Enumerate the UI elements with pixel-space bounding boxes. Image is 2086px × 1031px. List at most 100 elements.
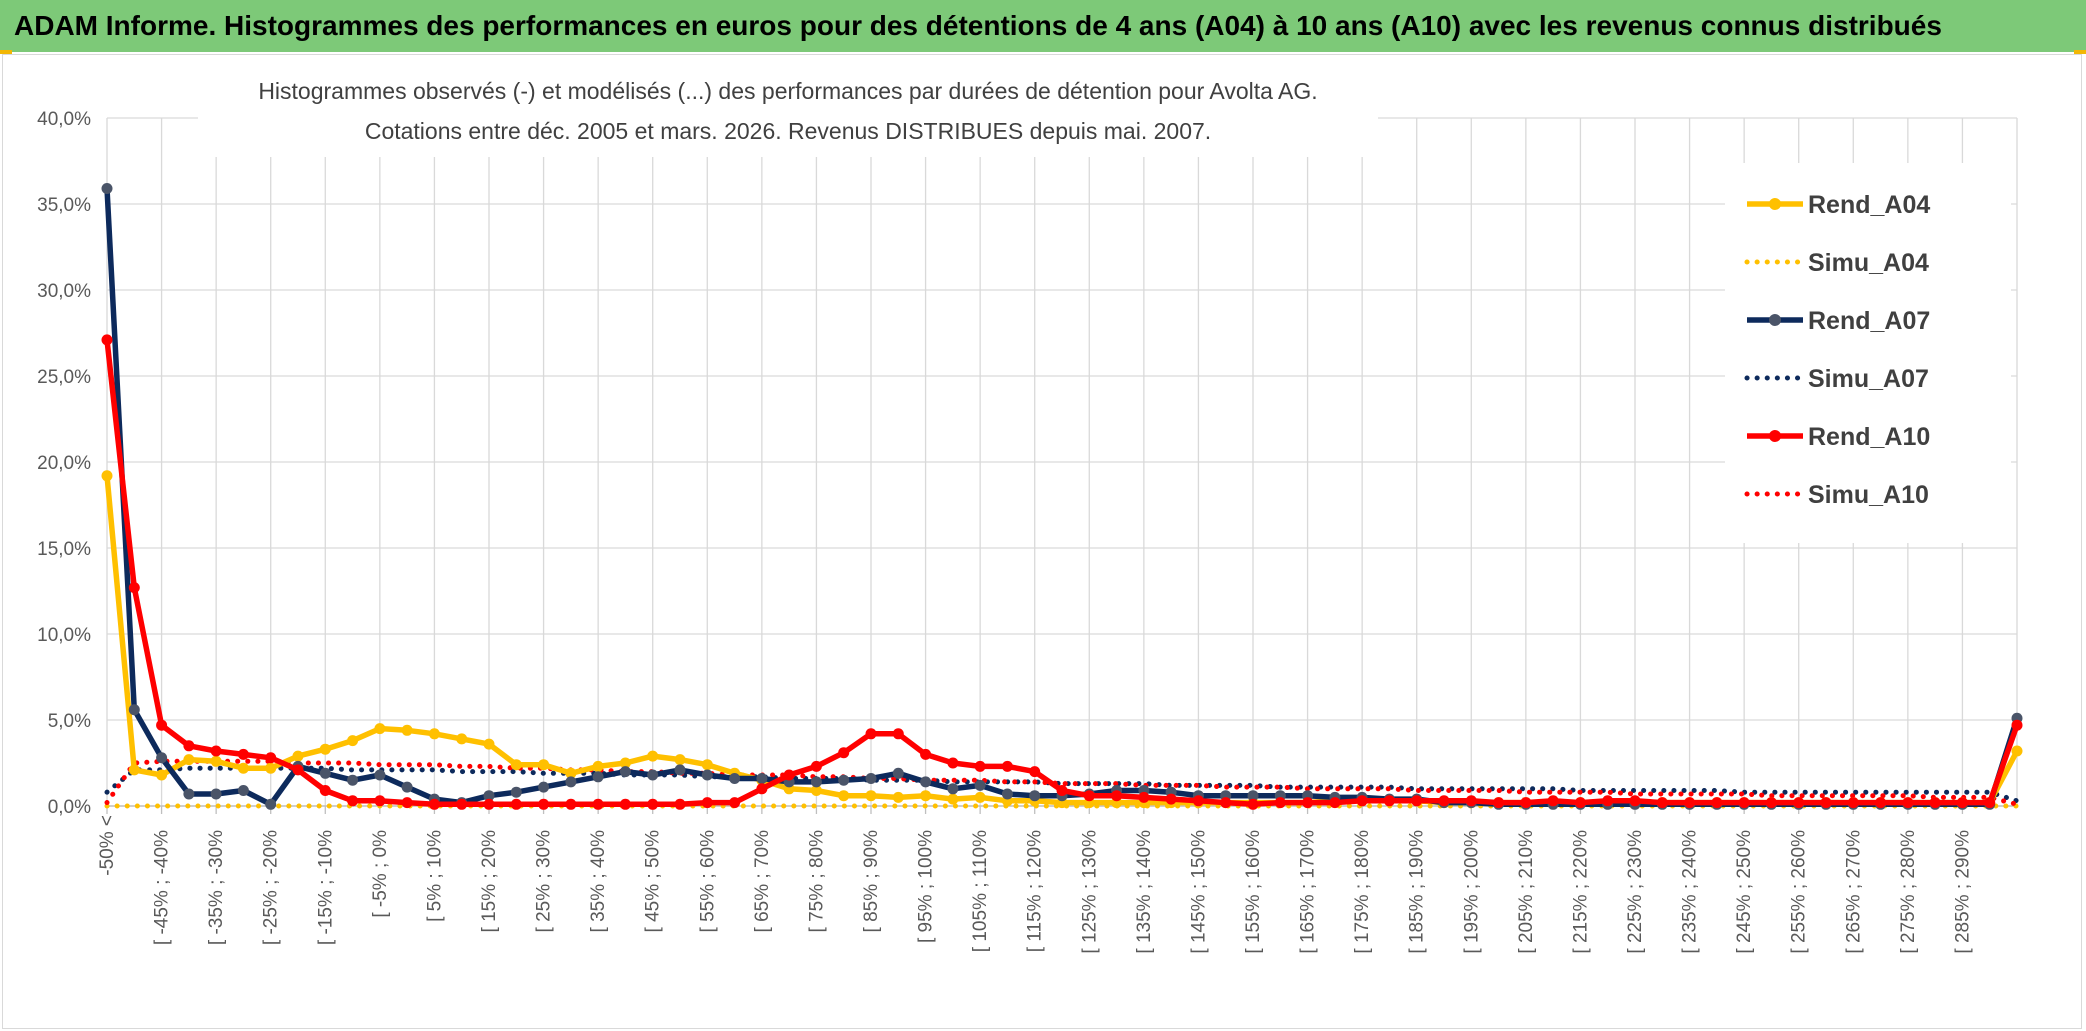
- point-rend_a10: [1929, 797, 1941, 809]
- point-rend_a10: [1302, 797, 1314, 809]
- point-rend_a04: [565, 767, 577, 779]
- point-rend_a04: [128, 764, 140, 776]
- legend-marker: [1769, 314, 1781, 326]
- point-rend_a04: [810, 785, 822, 796]
- point-rend_a10: [1738, 797, 1750, 809]
- x-tick-label: [ 145% ; 150%: [1188, 830, 1209, 954]
- point-rend_a10: [1356, 795, 1368, 807]
- x-tick-label: [ 215% ; 220%: [1570, 830, 1591, 954]
- point-rend_a04: [974, 791, 986, 803]
- legend-label: Simu_A10: [1808, 481, 1929, 509]
- point-rend_a07: [265, 798, 277, 810]
- chart-title-background: [198, 57, 1378, 157]
- point-rend_a04: [701, 759, 713, 771]
- point-rend_a10: [1029, 766, 1041, 778]
- x-tick-label: [ -35% ; -30%: [206, 830, 227, 945]
- point-rend_a07: [674, 764, 686, 776]
- point-rend_a10: [1056, 785, 1068, 796]
- point-rend_a04: [947, 793, 959, 805]
- y-tick-label: 15,0%: [37, 539, 91, 560]
- point-rend_a10: [1820, 797, 1832, 809]
- x-tick-label: -50% <: [97, 815, 118, 876]
- y-tick-label: 5,0%: [48, 711, 91, 732]
- y-tick-label: 0,0%: [48, 797, 91, 818]
- point-rend_a10: [347, 795, 359, 807]
- x-tick-label: [ -45% ; -40%: [152, 830, 173, 945]
- point-rend_a04: [838, 790, 850, 802]
- point-rend_a04: [920, 790, 932, 802]
- point-rend_a10: [1493, 797, 1505, 809]
- point-rend_a10: [265, 752, 277, 764]
- x-tick-label: [ -25% ; -20%: [261, 830, 282, 945]
- point-rend_a04: [183, 754, 195, 766]
- legend-item-simu_a04: Simu_A04: [1744, 249, 1929, 277]
- point-rend_a07: [810, 776, 822, 788]
- legend-label: Simu_A07: [1808, 365, 1929, 393]
- point-rend_a04: [456, 733, 468, 745]
- point-rend_a04: [619, 757, 631, 769]
- point-rend_a10: [1956, 797, 1968, 809]
- point-rend_a10: [729, 797, 741, 809]
- series-rend_a10: [101, 334, 2023, 810]
- point-rend_a10: [974, 760, 986, 772]
- banner-corner-left: [0, 50, 12, 54]
- x-tick-label: [ 35% ; 40%: [588, 830, 609, 933]
- point-rend_a07: [101, 183, 113, 194]
- point-rend_a04: [156, 769, 168, 781]
- point-rend_a04: [292, 750, 304, 762]
- x-tick-label: [ 185% ; 190%: [1407, 830, 1428, 954]
- point-rend_a07: [865, 773, 877, 784]
- point-rend_a07: [729, 773, 741, 784]
- point-rend_a07: [128, 704, 140, 716]
- point-rend_a10: [237, 748, 249, 760]
- point-rend_a04: [674, 754, 686, 766]
- x-tick-label: [ 95% ; 100%: [916, 830, 937, 943]
- point-rend_a10: [1711, 797, 1723, 809]
- point-rend_a07: [1001, 788, 1013, 800]
- point-rend_a10: [1984, 797, 1996, 809]
- x-tick-label: [ 205% ; 210%: [1516, 830, 1537, 954]
- point-rend_a04: [265, 762, 277, 774]
- point-rend_a10: [1138, 791, 1150, 803]
- point-rend_a10: [2011, 719, 2023, 731]
- point-rend_a10: [1793, 797, 1805, 809]
- point-rend_a10: [1902, 797, 1914, 809]
- x-tick-label: [ 135% ; 140%: [1134, 830, 1155, 954]
- x-tick-label: [ 105% ; 110%: [970, 830, 991, 952]
- point-rend_a10: [1656, 797, 1668, 809]
- point-rend_a07: [347, 774, 359, 786]
- point-rend_a10: [947, 757, 959, 769]
- point-rend_a10: [210, 745, 222, 757]
- x-tick-label: [ 255% ; 260%: [1789, 830, 1810, 954]
- point-rend_a10: [1220, 797, 1232, 809]
- x-tick-label: [ 155% ; 160%: [1243, 830, 1264, 954]
- point-rend_a10: [892, 728, 904, 740]
- y-tick-label: 40,0%: [37, 109, 91, 130]
- x-tick-label: [ 45% ; 50%: [643, 830, 664, 933]
- point-rend_a10: [1001, 760, 1013, 772]
- line-simu_a10: [104, 758, 2020, 807]
- point-rend_a10: [1765, 797, 1777, 809]
- point-rend_a10: [1274, 797, 1286, 809]
- point-rend_a10: [401, 797, 413, 809]
- point-rend_a07: [947, 783, 959, 795]
- point-rend_a07: [374, 769, 386, 781]
- x-tick-label: [ 165% ; 170%: [1298, 830, 1319, 954]
- point-rend_a10: [1574, 797, 1586, 809]
- x-tick-label: [ 25% ; 30%: [534, 830, 555, 933]
- point-rend_a04: [210, 755, 222, 767]
- point-rend_a07: [237, 785, 249, 796]
- point-rend_a04: [319, 743, 331, 755]
- x-tick-label: [ 115% ; 120%: [1025, 830, 1046, 952]
- x-tick-label: [ 225% ; 230%: [1625, 830, 1646, 954]
- x-tick-label: [ 65% ; 70%: [752, 830, 773, 933]
- point-rend_a10: [619, 798, 631, 810]
- chart-series: [101, 183, 2023, 810]
- point-rend_a10: [592, 798, 604, 810]
- x-tick-label: [ 235% ; 240%: [1680, 830, 1701, 954]
- point-rend_a07: [538, 781, 550, 793]
- point-rend_a04: [647, 750, 659, 762]
- x-tick-label: [ 275% ; 280%: [1898, 830, 1919, 954]
- legend-marker: [1769, 430, 1781, 442]
- point-rend_a10: [374, 795, 386, 807]
